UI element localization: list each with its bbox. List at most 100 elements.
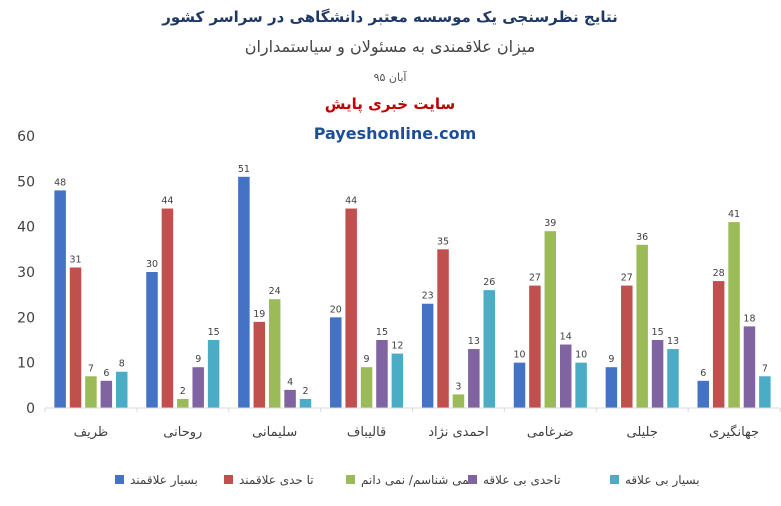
legend-swatch: [610, 475, 619, 484]
data-label: 39: [544, 218, 556, 229]
y-tick-label: 10: [17, 356, 35, 372]
data-label: 10: [513, 350, 525, 361]
data-label: 2: [302, 386, 308, 397]
data-label: 18: [743, 313, 755, 324]
bar: [115, 371, 128, 408]
category-label: ضرغامی: [527, 425, 574, 440]
category-label: روحانی: [163, 425, 202, 440]
y-axis: 0 10 20 30 40 50 60: [17, 129, 35, 417]
chart-subtitle: میزان علاقمندی به مسئولان و سیاستمداران: [245, 37, 536, 57]
data-label: 44: [161, 196, 173, 207]
bar: [529, 285, 541, 408]
bar: [468, 349, 480, 408]
y-tick-label: 30: [17, 265, 35, 281]
bar: [513, 362, 526, 408]
data-label: 12: [391, 341, 403, 352]
y-tick-label: 20: [17, 310, 35, 326]
legend-label: تاحدی بی علاقه: [483, 473, 561, 487]
bar: [391, 353, 404, 408]
bar: [54, 190, 66, 408]
bar: [483, 290, 495, 408]
y-tick-label: 60: [17, 129, 35, 145]
category-label: سلیمانی: [252, 425, 297, 440]
legend-label: بسیار بی علاقه: [625, 473, 700, 488]
data-label: 15: [652, 327, 664, 338]
bar: [697, 380, 710, 408]
category-label: جلیلی: [626, 425, 657, 440]
y-tick-label: 50: [17, 174, 35, 190]
bar: [177, 398, 189, 408]
bar: [575, 362, 587, 408]
bar: [759, 376, 771, 408]
data-label: 9: [195, 354, 201, 365]
bar: [299, 398, 312, 408]
legend-swatch: [346, 475, 355, 484]
bar: [376, 340, 388, 408]
data-label: 19: [253, 309, 265, 320]
category-label: احمدی نژاد: [428, 425, 489, 440]
bar: [238, 176, 250, 408]
bar: [345, 208, 357, 408]
data-label: 27: [621, 273, 633, 284]
data-label: 48: [54, 177, 66, 188]
bar: [360, 367, 373, 408]
y-tick-label: 40: [17, 220, 35, 236]
bar: [743, 326, 756, 408]
bar: [421, 303, 434, 408]
bar: [712, 281, 725, 408]
bar: [69, 267, 82, 408]
data-label: 15: [376, 327, 388, 338]
data-label: 30: [146, 259, 158, 270]
data-label: 27: [529, 273, 541, 284]
data-label: 23: [422, 291, 434, 302]
category-label: قالیباف: [347, 425, 386, 440]
bar: [544, 231, 557, 408]
legend-swatch: [468, 475, 477, 484]
data-label: 15: [208, 327, 220, 338]
data-label: 35: [437, 236, 449, 247]
legend-swatch: [115, 475, 124, 484]
chart-date: آبان ۹۵: [374, 70, 408, 84]
bar: [605, 367, 618, 408]
data-label: 13: [667, 336, 679, 347]
legend-label: نمی شناسم/ نمی دانم: [361, 473, 472, 487]
bar: [253, 321, 266, 408]
data-label: 36: [636, 232, 648, 243]
site-name: سایت خبری پایش: [325, 95, 455, 114]
bar: [667, 349, 679, 408]
legend-swatch: [224, 475, 233, 484]
data-label: 3: [455, 381, 461, 392]
bar: [161, 208, 174, 408]
bar: [621, 285, 633, 408]
chart-title: نتایج نظرسنجی یک موسسه معتبر دانشگاهی در…: [161, 8, 618, 26]
category-label: ظریف: [74, 425, 109, 440]
bar: [636, 244, 648, 408]
bar: [100, 380, 113, 408]
data-label: 44: [345, 196, 357, 207]
site-url: Payeshonline.com: [314, 124, 477, 143]
legend: بسیار علاقمند تا حدی علاقمند نمی شناسم/ نم…: [115, 473, 700, 488]
bar: [268, 299, 281, 408]
bar: [192, 367, 204, 408]
data-label: 2: [180, 386, 186, 397]
bar: [146, 272, 158, 408]
data-label: 31: [69, 254, 81, 265]
data-label: 7: [762, 363, 768, 374]
data-label: 26: [483, 277, 495, 288]
bar: [437, 249, 449, 408]
data-label: 20: [330, 304, 342, 315]
legend-label: بسیار علاقمند: [130, 473, 198, 488]
data-label: 9: [608, 354, 614, 365]
data-label: 7: [88, 363, 94, 374]
data-label: 6: [103, 368, 109, 379]
bar: [559, 344, 572, 408]
data-label: 28: [713, 268, 725, 279]
y-tick-label: 0: [26, 401, 35, 417]
data-label: 10: [575, 350, 587, 361]
data-label: 8: [119, 359, 125, 370]
data-label: 24: [269, 286, 281, 297]
data-label: 14: [560, 332, 572, 343]
